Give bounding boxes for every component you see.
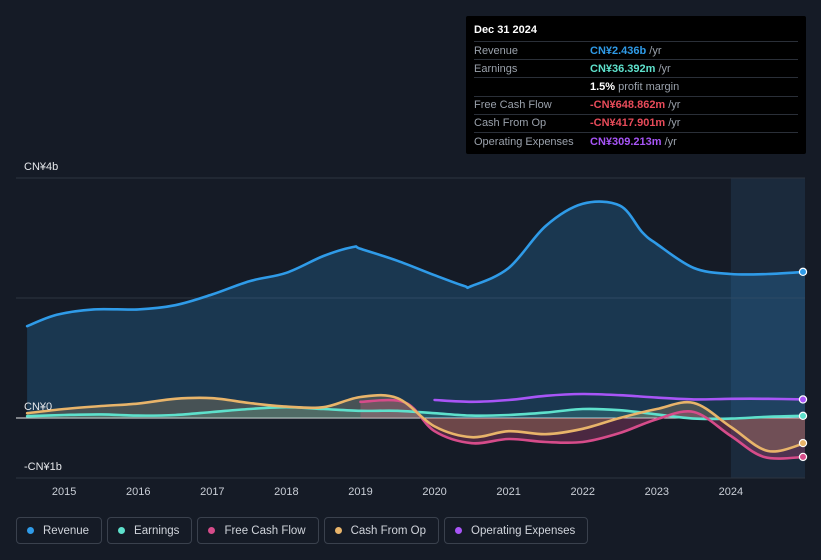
grid-lines xyxy=(16,177,805,479)
x-tick-label: 2022 xyxy=(571,486,595,498)
cash-from-op-area xyxy=(27,395,806,452)
x-tick-label: 2021 xyxy=(496,486,520,498)
tooltip-unit: /yr xyxy=(668,99,681,112)
tooltip-row: Operating Expenses CN¥309.213m/yr xyxy=(474,131,798,150)
tooltip-unit: /yr xyxy=(658,62,671,75)
series-lines xyxy=(25,200,807,460)
cash-from-op-end-marker xyxy=(798,438,808,448)
x-axis-labels: 2015 2016 2017 2018 2019 2020 2021 2022 2023 2024 xyxy=(52,486,743,498)
tooltip-row: Earnings CN¥36.392m/yr xyxy=(474,59,798,77)
future-highlight-band xyxy=(730,178,805,478)
free-cash-flow-end-marker xyxy=(798,452,808,462)
legend-item-cash-from-op[interactable]: Cash From Op xyxy=(323,517,440,544)
y-axis-labels: CN¥4b CN¥0 -CN¥1b xyxy=(24,161,62,473)
legend-item-free-cash-flow[interactable]: Free Cash Flow xyxy=(197,517,319,544)
revenue-line xyxy=(25,200,807,328)
series-endpoints xyxy=(798,267,808,462)
legend-item-operating-expenses[interactable]: Operating Expenses xyxy=(444,517,589,544)
x-tick-label: 2019 xyxy=(348,486,372,498)
x-tick-label: 2017 xyxy=(200,486,224,498)
y-tick-label: CN¥4b xyxy=(24,161,58,173)
tooltip-label: Operating Expenses xyxy=(474,135,574,148)
legend-label: Cash From Op xyxy=(350,524,427,537)
legend-item-earnings[interactable]: Earnings xyxy=(107,517,193,544)
legend-dot-icon xyxy=(334,527,342,534)
legend-label: Operating Expenses xyxy=(471,524,576,537)
tooltip-label: Free Cash Flow xyxy=(474,99,552,112)
tooltip-date: Dec 31 2024 xyxy=(474,24,537,36)
chart-legend: Revenue Earnings Free Cash Flow Cash From O… xyxy=(16,517,589,546)
tooltip-row: Revenue CN¥2.436b/yr xyxy=(474,41,798,59)
tooltip-value: -CN¥648.862m xyxy=(590,99,666,112)
data-tooltip: Dec 31 2024 Revenue CN¥2.436b/yr Earnings C… xyxy=(466,16,806,154)
legend-item-revenue[interactable]: Revenue xyxy=(16,517,103,544)
revenue-end-marker xyxy=(798,267,808,277)
tooltip-rows: Revenue CN¥2.436b/yr Earnings CN¥36.392m/yr… xyxy=(474,41,798,150)
x-tick-label: 2020 xyxy=(422,486,446,498)
cash-from-op-line xyxy=(25,393,807,453)
legend-label: Revenue xyxy=(43,524,90,537)
legend-dot-icon xyxy=(27,527,34,534)
operating-expenses-end-marker xyxy=(798,395,808,404)
x-tick-label: 2023 xyxy=(645,486,669,498)
earnings-end-marker xyxy=(798,411,808,421)
tooltip-value: -CN¥417.901m xyxy=(590,117,666,130)
tooltip-label: Revenue xyxy=(474,44,519,57)
tooltip-unit: profit margin xyxy=(618,80,680,93)
x-tick-label: 2024 xyxy=(719,486,743,498)
y-tick-label: -CN¥1b xyxy=(24,461,62,473)
tooltip-label: Cash From Op xyxy=(474,117,547,130)
tooltip-value: 1.5% xyxy=(590,80,616,93)
x-tick-label: 2016 xyxy=(126,486,150,498)
tooltip-value: CN¥2.436b xyxy=(590,44,647,57)
tooltip-unit: /yr xyxy=(649,44,662,57)
legend-dot-icon xyxy=(455,527,463,534)
free-cash-flow-line xyxy=(359,398,807,460)
plot-background xyxy=(16,178,805,478)
legend-label: Earnings xyxy=(134,524,180,537)
y-tick-label: CN¥0 xyxy=(24,401,52,413)
tooltip-unit: /yr xyxy=(668,117,681,130)
x-tick-label: 2015 xyxy=(52,486,76,498)
tooltip-unit: /yr xyxy=(664,135,677,148)
revenue-area xyxy=(27,201,806,418)
legend-dot-icon xyxy=(208,527,216,534)
tooltip-row: 1.5% profit margin xyxy=(474,77,798,95)
tooltip-label: Earnings xyxy=(474,62,518,75)
tooltip-value: CN¥309.213m xyxy=(590,135,662,148)
tooltip-value: CN¥36.392m xyxy=(590,62,656,75)
legend-label: Free Cash Flow xyxy=(224,524,306,537)
operating-expenses-line xyxy=(433,392,807,404)
tooltip-row: Cash From Op -CN¥417.901m/yr xyxy=(474,113,798,132)
legend-dot-icon xyxy=(118,527,126,534)
tooltip-row: Free Cash Flow -CN¥648.862m/yr xyxy=(474,95,798,114)
x-tick-label: 2018 xyxy=(274,486,298,498)
